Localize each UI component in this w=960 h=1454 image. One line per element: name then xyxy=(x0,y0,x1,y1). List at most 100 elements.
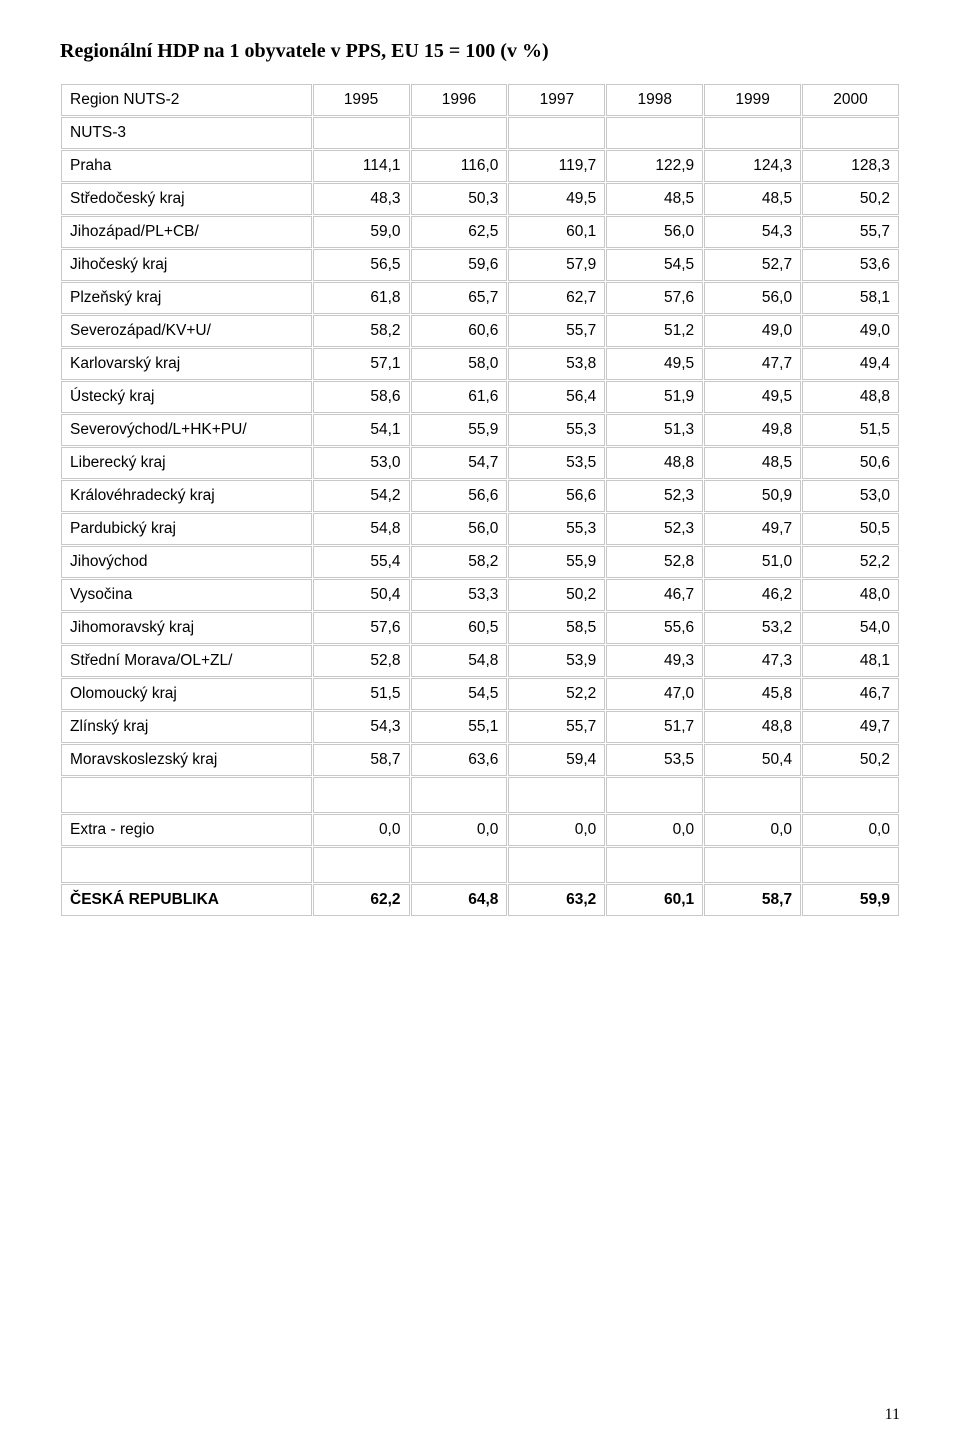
row-value: 58,7 xyxy=(313,744,410,776)
table-subheader-row: NUTS-3 xyxy=(61,117,899,149)
row-value: 60,6 xyxy=(411,315,508,347)
subheader-empty xyxy=(606,117,703,149)
row-value: 54,8 xyxy=(411,645,508,677)
subheader-empty xyxy=(704,117,801,149)
row-value: 65,7 xyxy=(411,282,508,314)
table-row: Karlovarský kraj57,158,053,849,547,749,4 xyxy=(61,348,899,380)
row-value: 124,3 xyxy=(704,150,801,182)
row-value: 55,1 xyxy=(411,711,508,743)
total-value: 60,1 xyxy=(606,884,703,916)
row-value: 50,2 xyxy=(802,744,899,776)
row-label: Zlínský kraj xyxy=(61,711,312,743)
subheader-empty xyxy=(802,117,899,149)
row-value: 50,2 xyxy=(508,579,605,611)
row-value: 53,2 xyxy=(704,612,801,644)
row-label: Praha xyxy=(61,150,312,182)
row-value: 49,7 xyxy=(802,711,899,743)
row-label: Moravskoslezský kraj xyxy=(61,744,312,776)
row-value: 52,8 xyxy=(606,546,703,578)
row-label: Plzeňský kraj xyxy=(61,282,312,314)
table-row: Jihozápad/PL+CB/59,062,560,156,054,355,7 xyxy=(61,216,899,248)
row-value: 56,4 xyxy=(508,381,605,413)
row-value: 46,2 xyxy=(704,579,801,611)
header-region: Region NUTS-2 xyxy=(61,84,312,116)
row-value: 51,5 xyxy=(802,414,899,446)
spacer-row xyxy=(61,847,899,883)
row-value: 55,9 xyxy=(411,414,508,446)
row-value: 49,4 xyxy=(802,348,899,380)
extra-value: 0,0 xyxy=(802,814,899,846)
row-label: Královéhradecký kraj xyxy=(61,480,312,512)
row-value: 53,6 xyxy=(802,249,899,281)
row-value: 55,4 xyxy=(313,546,410,578)
row-value: 51,3 xyxy=(606,414,703,446)
row-value: 53,5 xyxy=(508,447,605,479)
row-value: 59,4 xyxy=(508,744,605,776)
row-value: 52,3 xyxy=(606,480,703,512)
row-value: 53,5 xyxy=(606,744,703,776)
row-value: 47,0 xyxy=(606,678,703,710)
table-row: Olomoucký kraj51,554,552,247,045,846,7 xyxy=(61,678,899,710)
row-value: 56,6 xyxy=(411,480,508,512)
row-value: 50,5 xyxy=(802,513,899,545)
table-row: Ústecký kraj58,661,656,451,949,548,8 xyxy=(61,381,899,413)
row-value: 49,3 xyxy=(606,645,703,677)
row-value: 63,6 xyxy=(411,744,508,776)
row-value: 54,7 xyxy=(411,447,508,479)
row-value: 60,1 xyxy=(508,216,605,248)
row-value: 55,3 xyxy=(508,414,605,446)
row-label: Liberecký kraj xyxy=(61,447,312,479)
page: Regionální HDP na 1 obyvatele v PPS, EU … xyxy=(0,0,960,1454)
row-label: Jihočeský kraj xyxy=(61,249,312,281)
row-value: 49,0 xyxy=(704,315,801,347)
subheader-label: NUTS-3 xyxy=(61,117,312,149)
row-value: 52,2 xyxy=(802,546,899,578)
row-value: 50,4 xyxy=(313,579,410,611)
extra-value: 0,0 xyxy=(508,814,605,846)
total-value: 58,7 xyxy=(704,884,801,916)
row-value: 55,3 xyxy=(508,513,605,545)
row-value: 56,0 xyxy=(411,513,508,545)
table-row: Královéhradecký kraj54,256,656,652,350,9… xyxy=(61,480,899,512)
extra-value: 0,0 xyxy=(606,814,703,846)
table-row: Pardubický kraj54,856,055,352,349,750,5 xyxy=(61,513,899,545)
row-value: 54,0 xyxy=(802,612,899,644)
row-value: 59,6 xyxy=(411,249,508,281)
row-value: 57,9 xyxy=(508,249,605,281)
row-value: 50,6 xyxy=(802,447,899,479)
extra-value: 0,0 xyxy=(411,814,508,846)
row-label: Jihomoravský kraj xyxy=(61,612,312,644)
extra-value: 0,0 xyxy=(704,814,801,846)
row-value: 50,9 xyxy=(704,480,801,512)
row-label: Středočeský kraj xyxy=(61,183,312,215)
row-value: 51,9 xyxy=(606,381,703,413)
extra-label: Extra - regio xyxy=(61,814,312,846)
row-value: 57,6 xyxy=(313,612,410,644)
table-row: Střední Morava/OL+ZL/52,854,853,949,347,… xyxy=(61,645,899,677)
row-value: 57,1 xyxy=(313,348,410,380)
row-value: 54,3 xyxy=(704,216,801,248)
spacer-cell xyxy=(704,847,801,883)
header-year: 1997 xyxy=(508,84,605,116)
table-row: Praha114,1116,0119,7122,9124,3128,3 xyxy=(61,150,899,182)
table-row: Plzeňský kraj61,865,762,757,656,058,1 xyxy=(61,282,899,314)
row-value: 58,0 xyxy=(411,348,508,380)
row-value: 46,7 xyxy=(802,678,899,710)
row-value: 52,7 xyxy=(704,249,801,281)
row-value: 58,6 xyxy=(313,381,410,413)
row-value: 128,3 xyxy=(802,150,899,182)
total-value: 62,2 xyxy=(313,884,410,916)
row-value: 48,8 xyxy=(704,711,801,743)
table-row: Severovýchod/L+HK+PU/54,155,955,351,349,… xyxy=(61,414,899,446)
row-value: 122,9 xyxy=(606,150,703,182)
row-label: Střední Morava/OL+ZL/ xyxy=(61,645,312,677)
row-value: 52,3 xyxy=(606,513,703,545)
row-value: 61,8 xyxy=(313,282,410,314)
row-value: 48,3 xyxy=(313,183,410,215)
table-row: Zlínský kraj54,355,155,751,748,849,7 xyxy=(61,711,899,743)
spacer-cell xyxy=(606,847,703,883)
table-row: Liberecký kraj53,054,753,548,848,550,6 xyxy=(61,447,899,479)
row-value: 47,3 xyxy=(704,645,801,677)
row-value: 54,1 xyxy=(313,414,410,446)
row-value: 56,0 xyxy=(704,282,801,314)
